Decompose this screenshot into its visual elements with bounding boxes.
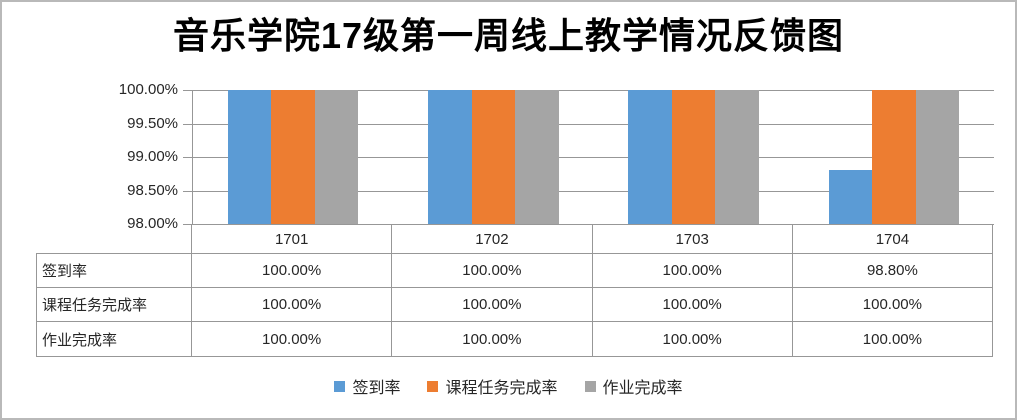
category-header-1704: 1704 (792, 225, 993, 254)
table-value-r3-c4: 100.00% (792, 322, 993, 357)
category-header-1702: 1702 (392, 225, 593, 254)
y-axis-tick-label: 99.50% (127, 114, 178, 132)
bar-group-1701 (193, 90, 393, 224)
category-header-1703: 1703 (592, 225, 793, 254)
table-value-r1-c3: 100.00% (592, 254, 793, 288)
legend-item-3: 作业完成率 (584, 374, 683, 398)
legend-item-2: 课程任务完成率 (427, 374, 558, 398)
plot-area (192, 90, 994, 225)
legend-label: 作业完成率 (602, 380, 683, 397)
category-header-1701: 1701 (192, 225, 393, 254)
y-axis-tick-mark (183, 123, 192, 125)
y-axis-tick-mark (183, 224, 192, 225)
legend-swatch-icon (584, 380, 596, 392)
bar-group-1703 (594, 90, 794, 224)
legend-item-1: 签到率 (334, 374, 400, 398)
legend: 签到率 课程任务完成率 作业完成率 (2, 374, 1015, 398)
bar-series2-cat1704 (872, 90, 916, 224)
table-row-label-3: 作业完成率 (36, 322, 192, 357)
gridline (193, 123, 994, 125)
bar-group-1702 (393, 90, 593, 224)
table-value-r1-c4: 98.80% (792, 254, 993, 288)
bar-series3-cat1702 (515, 90, 559, 224)
y-axis-tick-mark (183, 190, 192, 192)
table-value-r3-c1: 100.00% (192, 322, 393, 357)
table-corner-cell (36, 225, 192, 254)
table-value-r1-c1: 100.00% (192, 254, 393, 288)
chart-title: 音乐学院17级第一周线上教学情况反馈图 (172, 15, 845, 56)
bar-series3-cat1701 (314, 90, 359, 224)
legend-swatch-icon (427, 380, 439, 392)
bar-series3-cat1703 (715, 90, 759, 224)
gridline (193, 90, 994, 91)
bar-series2-cat1703 (671, 90, 716, 224)
gridline (193, 190, 994, 192)
table-value-r1-c2: 100.00% (392, 254, 593, 288)
table-row-label-1: 签到率 (36, 254, 192, 288)
bar-group-1704 (794, 90, 994, 224)
y-axis-tick-label: 98.00% (127, 215, 178, 232)
y-axis-tick-mark (183, 90, 192, 91)
y-axis-tick-mark (183, 157, 192, 158)
bar-series2-cat1701 (271, 90, 315, 224)
y-axis-tick-label: 100.00% (118, 81, 178, 98)
table-value-r3-c3: 100.00% (592, 322, 793, 357)
table-row-label-2: 课程任务完成率 (36, 288, 192, 322)
y-axis-tick-label: 99.00% (127, 148, 178, 165)
legend-swatch-icon (334, 380, 346, 392)
gridline (193, 157, 994, 158)
bar-series1-cat1703 (628, 90, 672, 224)
bar-series1-cat1702 (428, 90, 472, 224)
data-table: 1701 1702 1703 1704 签到率 100.00% 100.00% 100.00%… (36, 225, 993, 357)
bar-series3-cat1704 (915, 90, 960, 224)
y-axis-tick-label: 98.50% (127, 181, 178, 199)
table-value-r2-c2: 100.00% (392, 288, 593, 322)
legend-label: 签到率 (352, 380, 401, 397)
bar-series1-cat1704 (828, 170, 873, 224)
table-value-r2-c4: 100.00% (792, 288, 993, 322)
bar-series2-cat1702 (471, 90, 516, 224)
table-value-r3-c2: 100.00% (392, 322, 593, 357)
table-value-r2-c3: 100.00% (592, 288, 793, 322)
legend-label: 课程任务完成率 (445, 380, 558, 397)
table-value-r2-c1: 100.00% (192, 288, 393, 322)
bar-series1-cat1701 (227, 90, 272, 224)
